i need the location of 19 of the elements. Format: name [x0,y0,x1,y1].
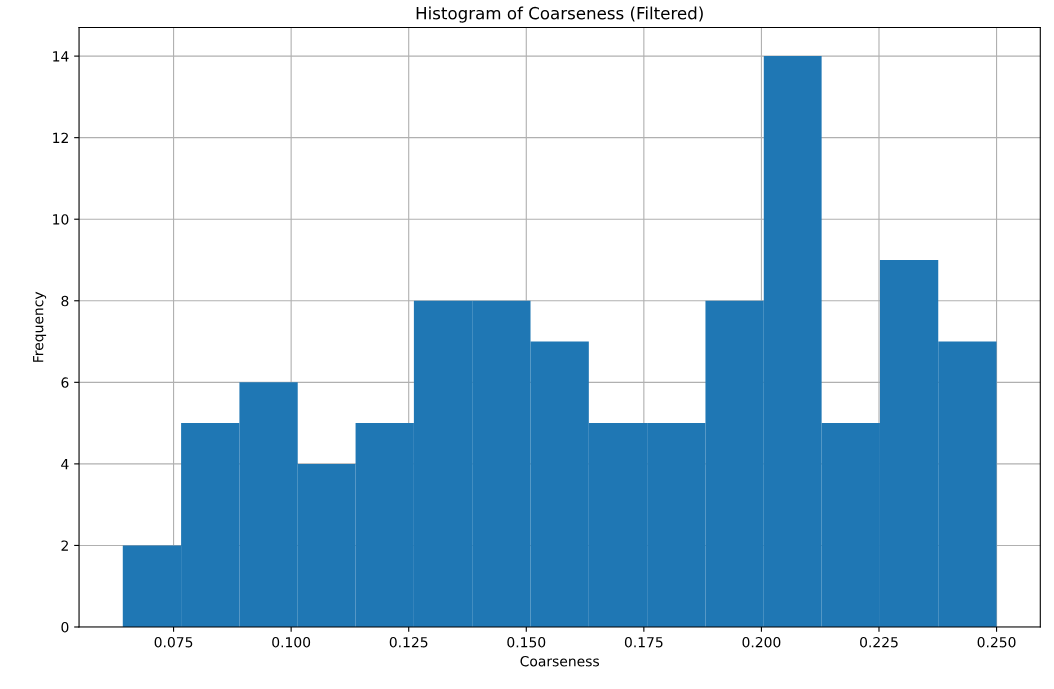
y-tick-label: 14 [53,51,69,62]
x-tick-label: 0.250 [977,636,1016,648]
x-tick-label: 0.175 [624,636,663,648]
y-axis-title: Frequency [33,291,47,362]
x-tick-label: 0.200 [742,636,781,648]
y-tick-label: 2 [61,540,68,551]
y-tick-label: 0 [61,621,69,633]
x-tick-label: 0.150 [507,636,546,648]
y-tick-label: 4 [61,459,69,470]
y-tick-label: 12 [53,132,68,143]
y-tick-label: 6 [61,377,69,388]
y-tick-label: 10 [53,214,69,225]
y-tick-label: 8 [61,295,69,307]
x-tick-label: 0.100 [272,636,311,648]
x-tick-label: 0.075 [154,636,193,648]
x-tick-label: 0.125 [389,636,428,648]
chart-title: Histogram of Coarseness (Filtered) [416,6,703,23]
x-tick-label: 0.225 [860,636,898,648]
x-axis-title: Coarseness [520,655,599,667]
